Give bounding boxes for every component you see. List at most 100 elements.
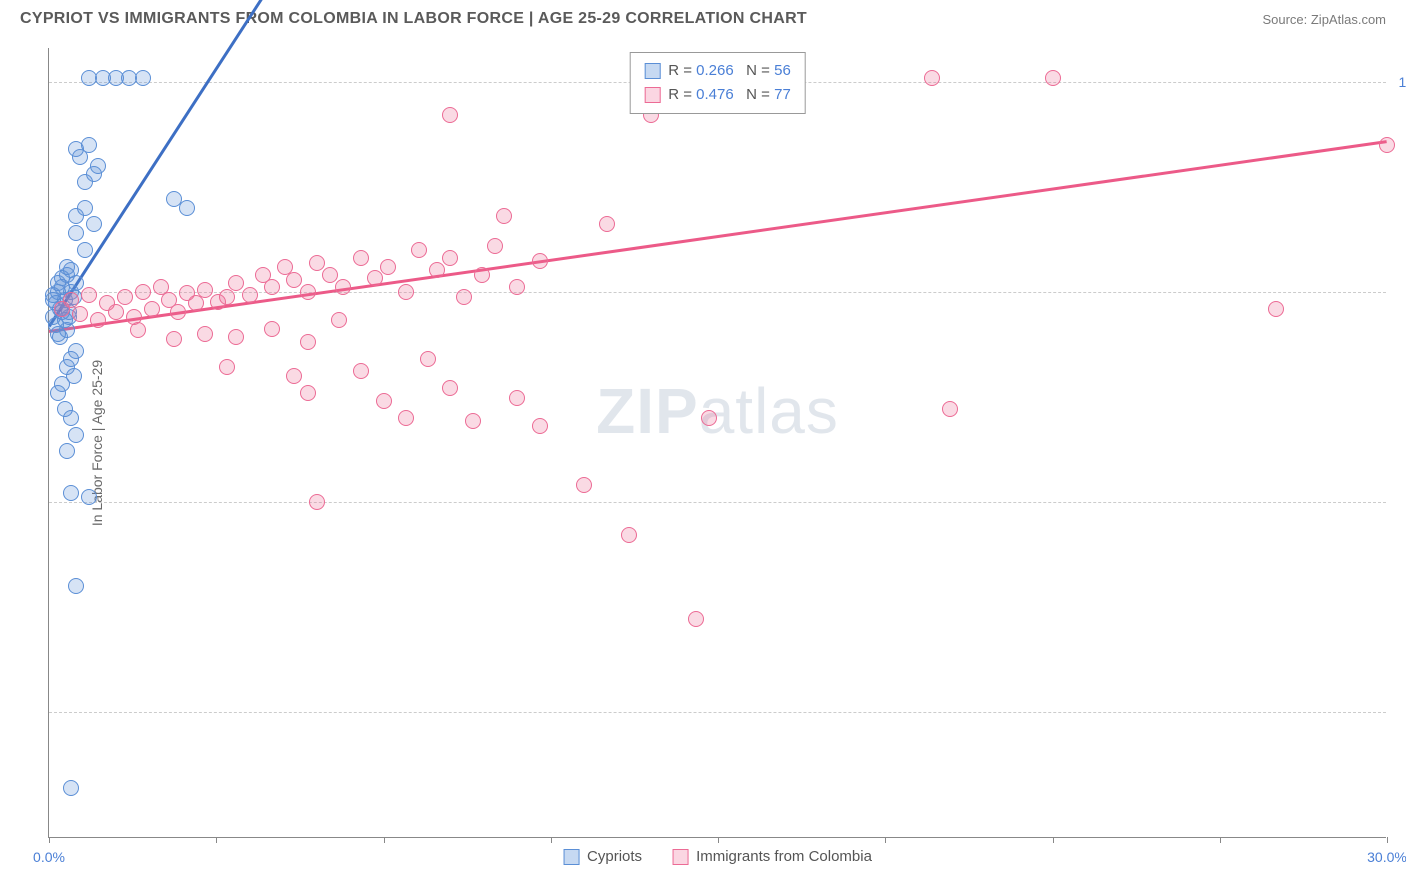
data-point: [353, 363, 369, 379]
data-point: [420, 351, 436, 367]
data-point: [81, 489, 97, 505]
legend-swatch: [563, 849, 579, 865]
data-point: [309, 255, 325, 271]
y-tick-label: 62.5%: [1391, 704, 1406, 720]
data-point: [376, 393, 392, 409]
legend-swatch: [672, 849, 688, 865]
data-point: [50, 385, 66, 401]
data-point: [68, 225, 84, 241]
data-point: [487, 238, 503, 254]
data-point: [335, 279, 351, 295]
data-point: [63, 485, 79, 501]
gridline: [49, 712, 1386, 713]
x-tick: [1053, 837, 1054, 843]
data-point: [219, 359, 235, 375]
data-point: [353, 250, 369, 266]
data-point: [429, 262, 445, 278]
scatter-plot: In Labor Force | Age 25-29 ZIPatlas 62.5…: [48, 48, 1386, 838]
data-point: [442, 380, 458, 396]
data-point: [77, 242, 93, 258]
data-point: [219, 289, 235, 305]
data-point: [81, 137, 97, 153]
data-point: [331, 312, 347, 328]
data-point: [322, 267, 338, 283]
data-point: [509, 279, 525, 295]
data-point: [474, 267, 490, 283]
data-point: [300, 284, 316, 300]
data-point: [63, 780, 79, 796]
x-tick: [384, 837, 385, 843]
x-tick: [718, 837, 719, 843]
x-tick-label: 30.0%: [1367, 849, 1406, 865]
data-point: [509, 390, 525, 406]
legend-stats-row: R = 0.266 N = 56: [644, 59, 791, 83]
data-point: [135, 284, 151, 300]
data-point: [398, 410, 414, 426]
chart-source: Source: ZipAtlas.com: [1262, 12, 1386, 27]
legend-swatch: [644, 63, 660, 79]
x-tick: [885, 837, 886, 843]
data-point: [465, 413, 481, 429]
x-tick-label: 0.0%: [33, 849, 65, 865]
data-point: [197, 282, 213, 298]
data-point: [286, 368, 302, 384]
data-point: [309, 494, 325, 510]
data-point: [63, 410, 79, 426]
data-point: [300, 334, 316, 350]
data-point: [90, 312, 106, 328]
data-point: [68, 427, 84, 443]
data-point: [496, 208, 512, 224]
data-point: [1379, 137, 1395, 153]
legend-series-item: Cypriots: [563, 848, 642, 865]
data-point: [108, 304, 124, 320]
legend-series-label: Immigrants from Colombia: [696, 848, 872, 865]
data-point: [144, 301, 160, 317]
x-tick: [1387, 837, 1388, 843]
data-point: [264, 279, 280, 295]
data-point: [228, 329, 244, 345]
data-point: [135, 70, 151, 86]
data-point: [130, 322, 146, 338]
data-point: [228, 275, 244, 291]
data-point: [1268, 301, 1284, 317]
data-point: [688, 611, 704, 627]
y-tick-label: 87.5%: [1391, 284, 1406, 300]
legend-series: Cypriots Immigrants from Colombia: [563, 848, 872, 865]
data-point: [59, 443, 75, 459]
x-tick: [551, 837, 552, 843]
data-point: [68, 275, 84, 291]
data-point: [86, 216, 102, 232]
data-point: [68, 578, 84, 594]
legend-stats: R = 0.266 N = 56R = 0.476 N = 77: [629, 52, 806, 114]
data-point: [59, 359, 75, 375]
data-point: [924, 70, 940, 86]
data-point: [242, 287, 258, 303]
data-point: [1045, 70, 1061, 86]
data-point: [81, 287, 97, 303]
data-point: [68, 343, 84, 359]
data-point: [456, 289, 472, 305]
data-point: [90, 158, 106, 174]
data-point: [286, 272, 302, 288]
data-point: [166, 331, 182, 347]
chart-title: CYPRIOT VS IMMIGRANTS FROM COLOMBIA IN L…: [20, 10, 807, 28]
data-point: [380, 259, 396, 275]
watermark: ZIPatlas: [596, 374, 839, 448]
data-point: [576, 477, 592, 493]
data-point: [942, 401, 958, 417]
data-point: [532, 253, 548, 269]
data-point: [197, 326, 213, 342]
data-point: [264, 321, 280, 337]
chart-header: CYPRIOT VS IMMIGRANTS FROM COLOMBIA IN L…: [0, 0, 1406, 36]
data-point: [77, 200, 93, 216]
data-point: [701, 410, 717, 426]
data-point: [170, 304, 186, 320]
data-point: [72, 306, 88, 322]
legend-series-label: Cypriots: [587, 848, 642, 865]
legend-swatch: [644, 87, 660, 103]
x-tick: [49, 837, 50, 843]
y-tick-label: 100.0%: [1391, 74, 1406, 90]
data-point: [68, 141, 84, 157]
data-point: [599, 216, 615, 232]
gridline: [49, 502, 1386, 503]
